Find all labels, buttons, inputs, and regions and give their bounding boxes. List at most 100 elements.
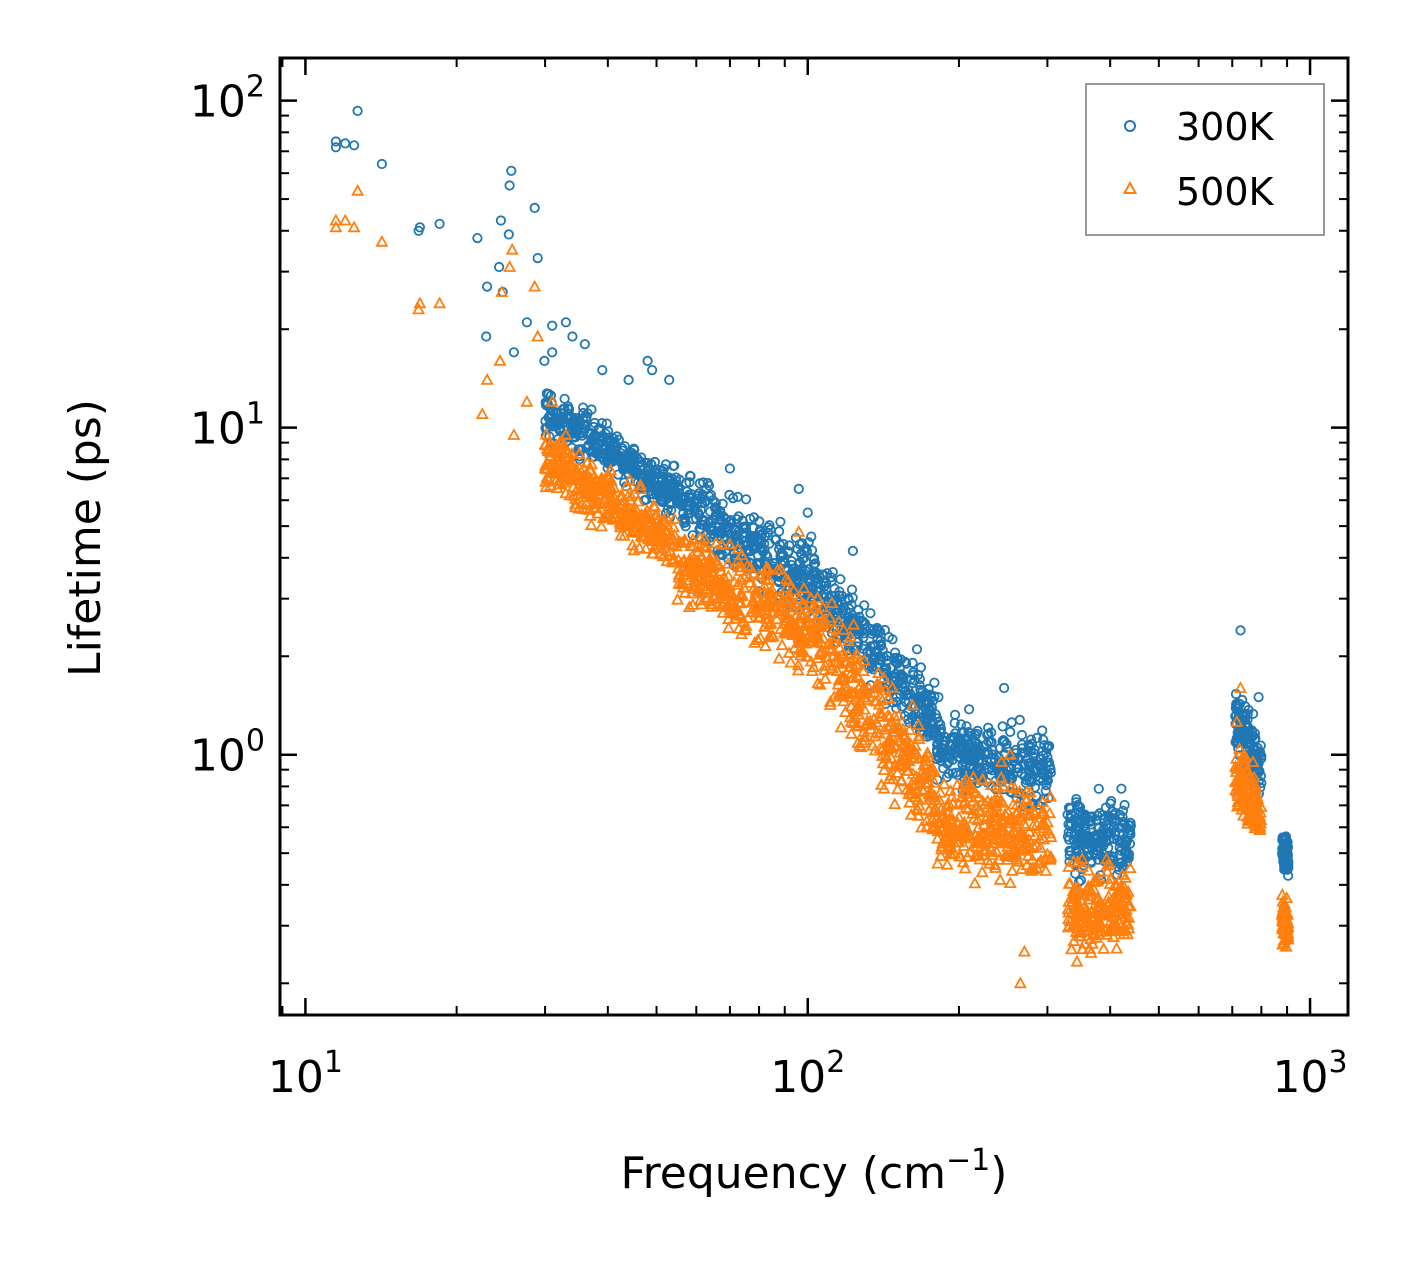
data-point (585, 457, 599, 470)
data-point (1092, 810, 1103, 821)
data-point (1116, 906, 1130, 919)
data-point (994, 819, 1008, 832)
data-point (1123, 861, 1137, 873)
data-point (722, 579, 736, 591)
data-point (834, 671, 848, 684)
data-point (868, 624, 880, 635)
data-point (995, 814, 1009, 827)
data-point (927, 775, 942, 788)
data-point (505, 242, 519, 255)
data-point (623, 374, 634, 385)
data-point (1282, 842, 1294, 853)
data-point (1114, 881, 1128, 893)
data-point (977, 844, 991, 857)
data-point (933, 691, 944, 703)
data-point (1071, 793, 1082, 805)
data-point (722, 621, 736, 633)
data-point (915, 782, 929, 795)
data-point (635, 528, 649, 541)
data-point (552, 474, 566, 487)
data-point (1116, 783, 1127, 794)
series-300k-points (330, 105, 1294, 888)
data-point (889, 647, 901, 658)
data-point (347, 220, 361, 233)
data-point (832, 650, 846, 663)
data-point (659, 526, 674, 539)
data-point (791, 663, 805, 676)
legend-box (1085, 83, 1325, 236)
data-point (1253, 691, 1264, 703)
data-point (818, 569, 829, 580)
data-point (348, 140, 360, 151)
data-point (792, 574, 803, 585)
data-point (1233, 741, 1247, 754)
data-point (839, 679, 854, 692)
data-point (631, 467, 643, 478)
data-point (811, 676, 825, 689)
data-point (792, 525, 806, 537)
data-point (642, 469, 654, 480)
data-point (1277, 832, 1288, 843)
data-point (1021, 849, 1035, 861)
data-point (553, 435, 567, 448)
legend-marker-300k (1124, 120, 1136, 132)
data-point (1014, 809, 1028, 822)
data-point (1242, 714, 1253, 725)
data-point (1092, 899, 1106, 912)
data-point (906, 698, 920, 711)
data-point (998, 807, 1012, 820)
data-point (1078, 821, 1090, 832)
data-point (775, 593, 789, 606)
data-point (1013, 784, 1027, 797)
data-point (676, 580, 690, 593)
data-point (783, 595, 797, 608)
data-point (844, 665, 859, 678)
data-point (1103, 921, 1117, 934)
y-tick-label: 100 (190, 724, 265, 782)
data-point (951, 737, 962, 749)
data-point (541, 444, 555, 457)
data-point (829, 631, 843, 644)
data-point (596, 511, 610, 523)
data-point (759, 563, 774, 576)
x-tick-label: 102 (770, 1045, 845, 1103)
data-point (1235, 625, 1246, 636)
data-point (678, 493, 689, 504)
data-point (1038, 818, 1052, 831)
data-point (1010, 744, 1022, 756)
data-point (614, 528, 628, 541)
data-point (551, 446, 565, 459)
data-point (810, 615, 824, 628)
data-point (979, 842, 994, 855)
legend-label-500k: 500K (1176, 170, 1275, 214)
data-point (634, 462, 645, 473)
data-point (756, 544, 767, 555)
data-point (896, 701, 908, 712)
data-point (922, 787, 936, 799)
data-point (787, 583, 801, 596)
data-point (545, 412, 556, 423)
data-point (1027, 805, 1042, 818)
data-point (947, 754, 958, 766)
data-point (936, 836, 951, 848)
data-point (795, 628, 809, 640)
data-point (766, 606, 780, 619)
data-point (531, 329, 545, 342)
data-point (1010, 852, 1024, 865)
data-point (850, 647, 864, 660)
data-point (776, 551, 787, 562)
data-point (1280, 930, 1294, 943)
data-point (890, 766, 905, 778)
data-point (748, 635, 762, 648)
data-point (503, 260, 517, 272)
data-point (732, 621, 746, 634)
data-point (642, 457, 653, 469)
data-point (851, 670, 865, 683)
data-point (795, 644, 810, 656)
data-point (1118, 887, 1132, 900)
data-point (933, 716, 944, 728)
data-point (995, 767, 1006, 778)
data-point (733, 609, 747, 621)
data-point (1007, 825, 1021, 837)
data-point (930, 831, 945, 844)
